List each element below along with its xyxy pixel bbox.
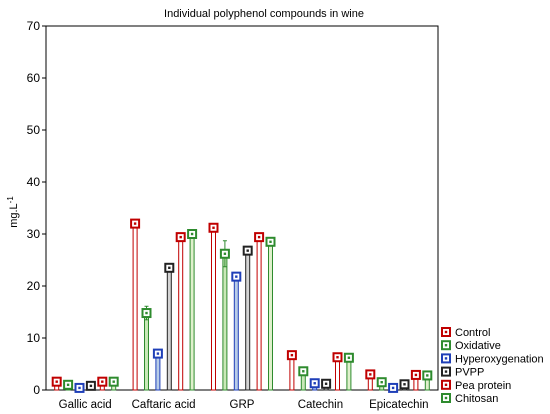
legend-swatch-dot (444, 396, 448, 400)
mean-marker-dot (66, 383, 70, 386)
y-tick-label: 30 (27, 227, 41, 241)
mean-marker-dot (212, 226, 215, 229)
y-axis: 0 10 20 30 40 50 60 70 (27, 19, 46, 397)
mean-marker-dot (403, 383, 406, 386)
mean-marker-dot (235, 275, 238, 278)
bar (245, 250, 251, 391)
mean-marker-dot (112, 380, 115, 383)
legend-label: Control (455, 327, 490, 339)
bar (189, 233, 195, 391)
mean-marker-dot (179, 235, 182, 239)
mean-marker-dot (55, 380, 58, 383)
category-label: Epicatechin (369, 399, 428, 411)
mean-marker-dot (269, 240, 272, 243)
bar (178, 236, 184, 391)
mean-marker-dot (246, 249, 249, 252)
mean-marker-dot (223, 252, 227, 255)
bar (132, 223, 138, 391)
chart-title: Individual polyphenol compounds in wine (164, 8, 364, 20)
mean-marker-dot (190, 232, 194, 236)
y-tick-label: 20 (27, 279, 41, 293)
mean-marker-dot (414, 373, 418, 377)
legend-label: PVPP (455, 367, 484, 379)
legend-swatch-dot (444, 370, 448, 373)
y-axis-label-superscript: -1 (6, 196, 15, 204)
legend-label: Pea protein (455, 380, 511, 392)
bar (233, 276, 239, 391)
bar (211, 227, 216, 391)
bar (144, 312, 149, 391)
bar (166, 267, 172, 391)
bar (155, 353, 161, 391)
mean-marker-dot (302, 370, 305, 373)
y-tick-label: 60 (27, 71, 41, 85)
legend-swatch-dot (444, 357, 448, 360)
legend-swatch-dot (444, 344, 448, 347)
y-tick-label: 10 (27, 331, 41, 345)
category-label: Gallic acid (59, 399, 112, 411)
category-label: Catechin (298, 399, 343, 411)
y-tick-label: 50 (27, 123, 41, 137)
y-tick-label: 40 (27, 175, 41, 189)
bar (289, 354, 295, 391)
legend-swatch-dot (444, 383, 448, 386)
category-label: GRP (230, 399, 255, 411)
mean-marker-dot (89, 384, 93, 388)
mean-marker-dot (133, 222, 137, 225)
mean-marker-dot (168, 266, 171, 269)
y-axis-label-text: mg.L (8, 203, 20, 227)
legend-label: Oxidative (455, 340, 501, 352)
mean-marker-dot (290, 353, 294, 357)
mean-marker-dot (145, 311, 148, 315)
mean-marker-dot (391, 386, 395, 390)
mean-marker-dot (347, 356, 351, 359)
plot-frame (45, 25, 439, 391)
mean-marker-dot (78, 386, 81, 390)
mean-marker-dot (101, 380, 104, 383)
mean-marker-dot (324, 382, 328, 385)
legend-label: Hyperoxygenation (455, 353, 544, 365)
bar (268, 241, 273, 391)
mean-marker-dot (426, 374, 429, 377)
category-label: Caftaric acid (132, 399, 196, 411)
mean-marker-dot (156, 352, 160, 355)
mean-marker-dot (336, 356, 339, 359)
legend-swatch-dot (444, 330, 448, 334)
bars-layer (51, 218, 433, 393)
mean-marker-dot (257, 235, 261, 239)
bar (256, 236, 262, 391)
legend-label: Chitosan (455, 393, 498, 405)
x-axis: Gallic acid Caftaric acid GRP Catechin Epica… (59, 399, 429, 411)
mean-marker-dot (369, 373, 372, 376)
y-axis-label: mg.L-1 (6, 196, 20, 228)
y-tick-label: 70 (27, 19, 41, 33)
mean-marker-dot (380, 381, 383, 384)
bar (222, 253, 228, 391)
mean-marker-dot (313, 382, 316, 385)
y-tick-label: 0 (33, 383, 40, 397)
